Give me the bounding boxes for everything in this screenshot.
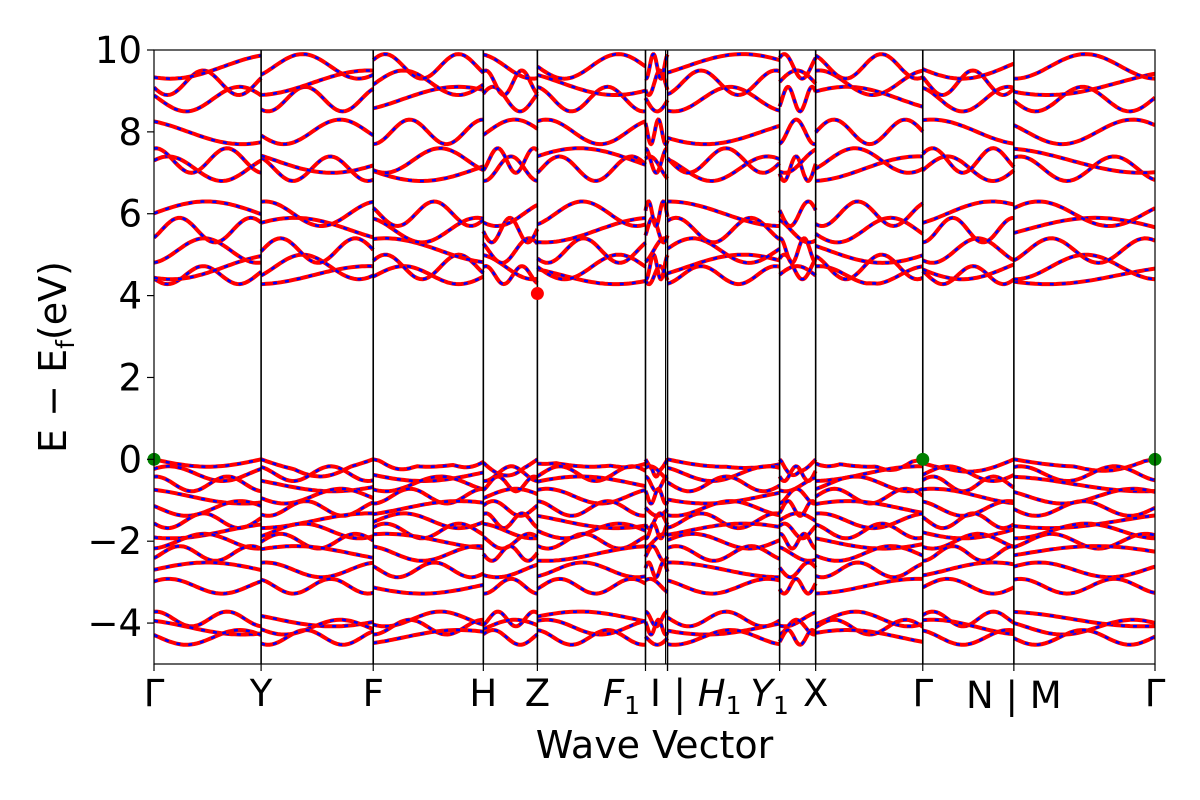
x-tick-label: H — [469, 672, 497, 715]
band-line-spin-down — [154, 236, 1155, 265]
x-tick-label: | H1 — [674, 672, 742, 720]
x-axis-ticks: Γ Y F H Z F1 I | H1 Y1 X Γ N | M Γ — [144, 664, 1166, 720]
y-tick-label: 4 — [118, 275, 142, 318]
plot-frame — [153, 49, 1156, 665]
band-line-spin-down — [154, 155, 1155, 183]
band-line-spin-up — [154, 560, 1155, 580]
high-symmetry-lines — [260, 50, 1015, 664]
y-tick-label: 0 — [118, 438, 142, 481]
y-tick-label: −4 — [87, 602, 142, 645]
x-tick-label: Z — [525, 672, 550, 715]
band-line-spin-down — [154, 69, 1155, 97]
y-axis-label-unit: (eV) — [31, 261, 75, 340]
band-line-spin-up — [154, 521, 1155, 541]
band-line-spin-down — [154, 264, 1155, 286]
extremum-markers — [147, 287, 1162, 466]
y-axis-label: E − Ef(eV) — [31, 261, 80, 453]
band-line-spin-down — [154, 577, 1155, 595]
x-tick-label: F1 — [603, 672, 640, 720]
x-tick-label: I — [650, 672, 661, 715]
band-line-spin-down — [154, 458, 1155, 478]
band-line-spin-up — [154, 117, 1155, 147]
x-tick-label: N | M — [966, 674, 1062, 717]
y-tick-label: −2 — [87, 520, 142, 563]
band-line-spin-down — [154, 544, 1155, 563]
band-line-spin-down — [154, 52, 1155, 81]
band-line-spin-down — [154, 200, 1155, 228]
x-tick-label: Y — [249, 672, 273, 715]
x-tick-label: X — [803, 672, 828, 715]
band-line-spin-down — [154, 628, 1155, 647]
band-line-spin-up — [154, 84, 1155, 114]
band-line-spin-up — [154, 68, 1155, 98]
band-line-spin-down — [154, 85, 1155, 113]
y-axis-ticks: −4 −2 0 2 4 6 8 10 — [87, 29, 154, 645]
x-tick-label: Γ — [912, 672, 933, 715]
band-line-spin-down — [154, 253, 1155, 281]
band-line-spin-down — [154, 465, 1155, 483]
y-axis-label-sub: f — [51, 339, 80, 349]
band-lines — [154, 52, 1155, 647]
band-line-spin-down — [154, 146, 1155, 175]
x-tick-label: Y1 — [750, 672, 789, 720]
y-tick-label: 8 — [118, 111, 142, 154]
svg-text:E − Ef(eV): E − Ef(eV) — [31, 261, 80, 453]
cbm-marker — [530, 287, 544, 301]
band-line-spin-up — [154, 544, 1155, 563]
band-line-spin-down — [154, 561, 1155, 579]
band-line-spin-down — [154, 118, 1155, 146]
x-tick-label: F — [363, 672, 384, 715]
band-line-spin-up — [154, 499, 1155, 518]
band-line-spin-down — [154, 618, 1155, 636]
x-tick-label: Γ — [1145, 672, 1166, 715]
y-tick-label: 6 — [118, 193, 142, 236]
x-tick-label: Γ — [144, 672, 165, 715]
vbm-marker — [916, 452, 930, 466]
y-axis-label-main: E − E — [31, 349, 75, 453]
band-line-spin-down — [154, 487, 1155, 505]
y-tick-label: 10 — [95, 29, 142, 72]
y-tick-label: 2 — [118, 356, 142, 399]
x-axis-label: Wave Vector — [536, 723, 774, 767]
band-line-spin-down — [154, 216, 1155, 244]
